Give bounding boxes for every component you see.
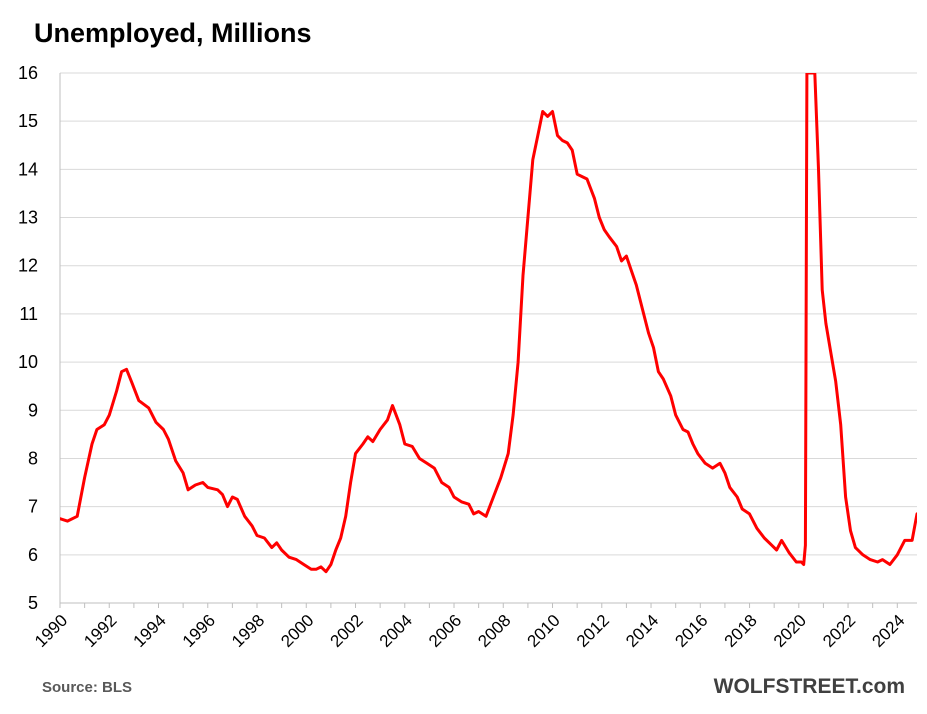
x-tick-label: 2012 xyxy=(573,611,613,651)
x-tick-label: 2004 xyxy=(376,611,416,651)
x-tick-label: 2010 xyxy=(524,611,564,651)
x-tick-label: 2016 xyxy=(671,611,711,651)
x-tick-label: 1994 xyxy=(130,611,170,651)
series-layer xyxy=(60,73,917,574)
x-tick-label: 1998 xyxy=(228,611,268,651)
x-tick-label: 1990 xyxy=(31,611,71,651)
brand-label: WOLFSTREET.com xyxy=(713,675,905,698)
chart-title: Unemployed, Millions xyxy=(34,18,312,48)
y-tick-label: 13 xyxy=(18,208,38,228)
x-tick-label: 2000 xyxy=(277,611,317,651)
x-tick-label: 2024 xyxy=(868,611,908,651)
y-tick-label: 16 xyxy=(18,63,38,83)
y-axis-ticks: 5 6 7 8 9 10 11 12 13 14 15 16 xyxy=(18,63,38,613)
y-tick-label: 5 xyxy=(28,593,38,613)
y-tick-label: 7 xyxy=(28,497,38,517)
y-tick-label: 6 xyxy=(28,545,38,565)
y-tick-label: 15 xyxy=(18,111,38,131)
y-tick-label: 11 xyxy=(19,304,38,324)
x-tick-label: 2002 xyxy=(327,611,367,651)
y-tick-label: 9 xyxy=(28,400,38,420)
x-tick-label: 2018 xyxy=(721,611,761,651)
axes xyxy=(59,73,917,608)
series-line-unemployed xyxy=(60,73,917,574)
x-tick-label: 1992 xyxy=(80,611,120,651)
source-label: Source: BLS xyxy=(42,679,133,696)
y-tick-label: 12 xyxy=(18,256,38,276)
y-tick-label: 14 xyxy=(18,159,38,179)
y-tick-label: 8 xyxy=(28,448,38,468)
x-tick-label: 2020 xyxy=(770,611,810,651)
x-tick-label: 2006 xyxy=(425,611,465,651)
gridlines xyxy=(60,72,917,556)
x-tick-label: 2008 xyxy=(474,611,514,651)
x-tick-label: 2022 xyxy=(819,611,859,651)
y-tick-label: 10 xyxy=(18,352,38,372)
x-axis-ticks: 1990 1992 1994 1996 1998 2000 2002 2004 2006 2008… xyxy=(31,611,908,651)
x-tick-label: 1996 xyxy=(179,611,219,651)
x-tick-label: 2014 xyxy=(622,611,662,651)
